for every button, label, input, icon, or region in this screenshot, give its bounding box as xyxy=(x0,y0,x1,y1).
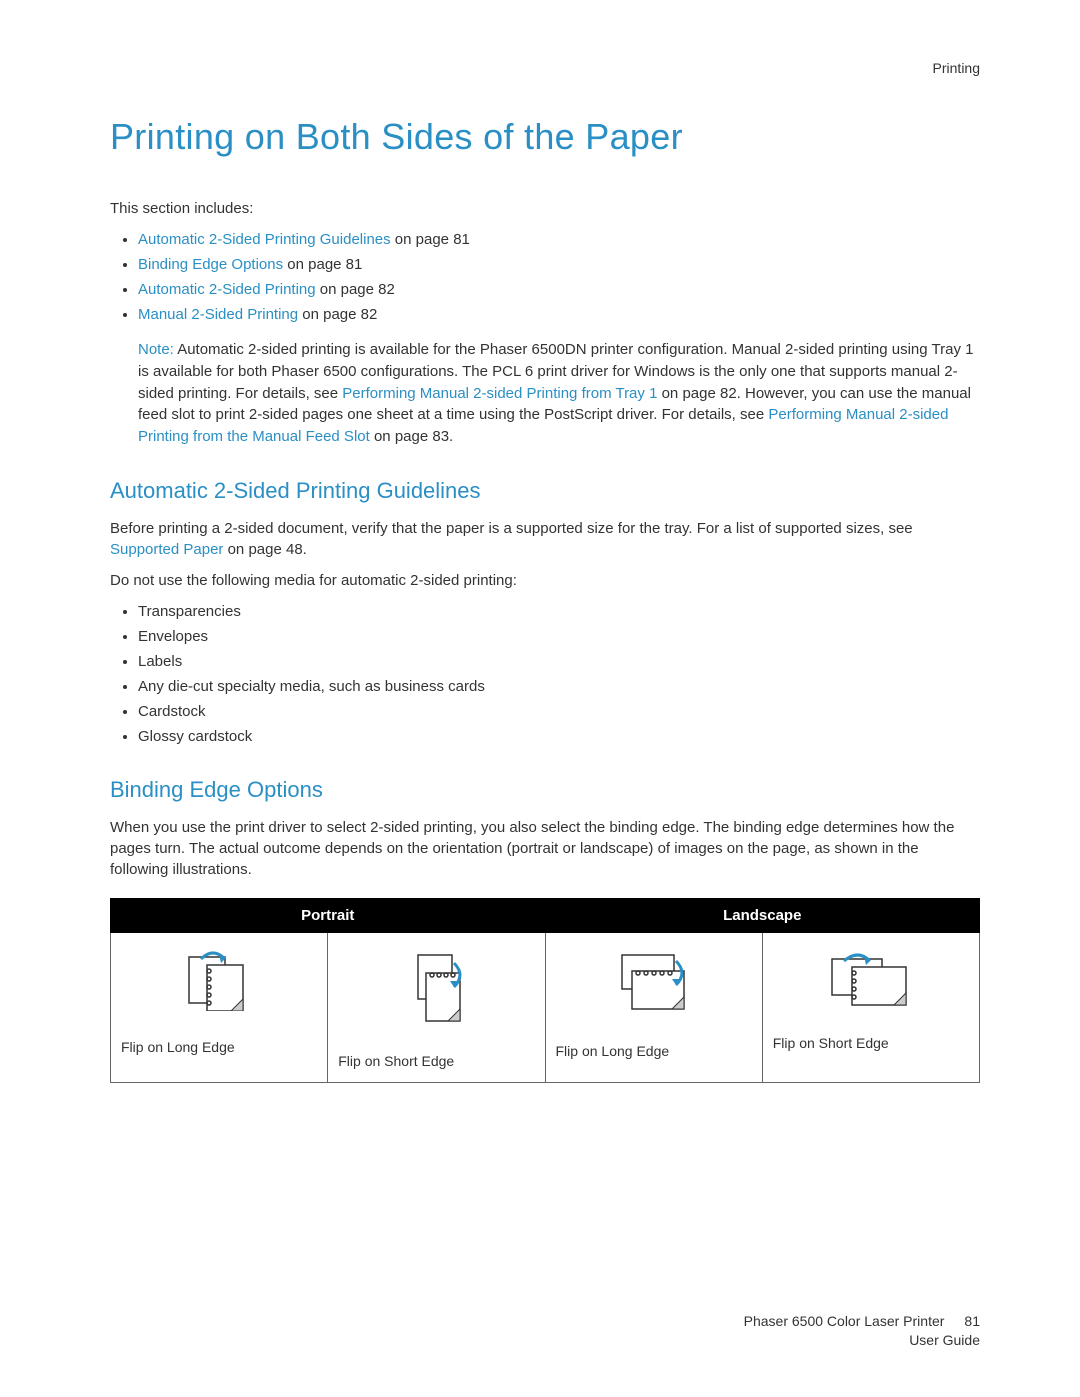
list-item: Glossy cardstock xyxy=(138,726,980,747)
intro-text: This section includes: xyxy=(110,198,980,219)
diagram-landscape-short-icon xyxy=(773,951,969,1007)
table-cell: Flip on Short Edge xyxy=(328,932,545,1082)
diagram-portrait-long-icon xyxy=(121,951,317,1011)
footer-product: Phaser 6500 Color Laser Printer xyxy=(744,1313,945,1329)
toc-link[interactable]: Manual 2-Sided Printing xyxy=(138,306,298,323)
binding-table: Portrait Landscape xyxy=(110,898,980,1083)
toc-item: Manual 2-Sided Printing on page 82 xyxy=(138,304,980,325)
section1-p1: Before printing a 2-sided document, veri… xyxy=(110,518,980,560)
cell-caption: Flip on Short Edge xyxy=(773,1035,969,1051)
text: on page 48. xyxy=(223,541,306,558)
list-item: Cardstock xyxy=(138,701,980,722)
list-item: Transparencies xyxy=(138,601,980,622)
diagram-landscape-long-icon xyxy=(556,951,752,1015)
toc-item: Binding Edge Options on page 81 xyxy=(138,254,980,275)
section1-p2: Do not use the following media for autom… xyxy=(110,570,980,591)
table-cell: Flip on Long Edge xyxy=(111,932,328,1082)
toc-suffix: on page 82 xyxy=(316,281,395,298)
toc-list: Automatic 2-Sided Printing Guidelines on… xyxy=(110,229,980,325)
section2-p: When you use the print driver to select … xyxy=(110,817,980,880)
cell-caption: Flip on Short Edge xyxy=(338,1053,534,1069)
footer-guide: User Guide xyxy=(744,1331,980,1351)
header-section: Printing xyxy=(110,60,980,76)
table-header-portrait: Portrait xyxy=(111,898,546,932)
table-cell: Flip on Short Edge xyxy=(762,932,979,1082)
list-item: Labels xyxy=(138,651,980,672)
note-link[interactable]: Performing Manual 2-sided Printing from … xyxy=(342,385,657,402)
toc-link[interactable]: Binding Edge Options xyxy=(138,256,283,273)
table-header-landscape: Landscape xyxy=(545,898,980,932)
note-text: on page 83. xyxy=(370,428,453,445)
page-number: 81 xyxy=(964,1312,980,1332)
toc-item: Automatic 2-Sided Printing Guidelines on… xyxy=(138,229,980,250)
toc-suffix: on page 81 xyxy=(391,231,470,248)
list-item: Envelopes xyxy=(138,626,980,647)
toc-link[interactable]: Automatic 2-Sided Printing Guidelines xyxy=(138,231,391,248)
page-title: Printing on Both Sides of the Paper xyxy=(110,116,980,158)
text: Before printing a 2-sided document, veri… xyxy=(110,520,913,537)
page-footer: Phaser 6500 Color Laser Printer 81 User G… xyxy=(744,1312,980,1351)
cell-caption: Flip on Long Edge xyxy=(556,1043,752,1059)
table-cell: Flip on Long Edge xyxy=(545,932,762,1082)
supported-paper-link[interactable]: Supported Paper xyxy=(110,541,223,558)
toc-suffix: on page 82 xyxy=(298,306,377,323)
section-heading-guidelines: Automatic 2-Sided Printing Guidelines xyxy=(110,478,980,504)
cell-caption: Flip on Long Edge xyxy=(121,1039,317,1055)
diagram-portrait-short-icon xyxy=(338,951,534,1025)
toc-link[interactable]: Automatic 2-Sided Printing xyxy=(138,281,316,298)
section-heading-binding: Binding Edge Options xyxy=(110,777,980,803)
note-block: Note: Automatic 2-sided printing is avai… xyxy=(110,339,980,448)
toc-suffix: on page 81 xyxy=(283,256,362,273)
list-item: Any die-cut specialty media, such as bus… xyxy=(138,676,980,697)
media-list: Transparencies Envelopes Labels Any die-… xyxy=(110,601,980,747)
note-label: Note: xyxy=(138,341,174,358)
toc-item: Automatic 2-Sided Printing on page 82 xyxy=(138,279,980,300)
